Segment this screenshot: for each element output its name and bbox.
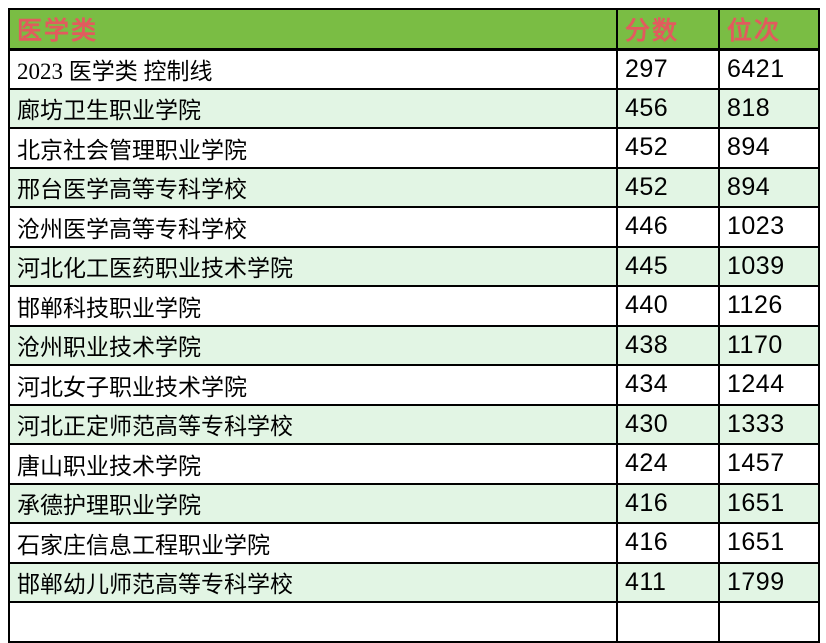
table-row: 邯郸科技职业学院 440 1126 [8,285,820,327]
rank-value [718,601,820,643]
score-value: 452 [616,127,720,169]
school-name: 廊坊卫生职业学院 [8,87,618,129]
score-value: 456 [616,87,720,129]
table-row: 廊坊卫生职业学院 456 818 [8,87,820,129]
rank-value: 1799 [718,561,820,603]
table-row: 唐山职业技术学院 424 1457 [8,443,820,485]
table-row: 河北女子职业技术学院 434 1244 [8,364,820,406]
school-name: 唐山职业技术学院 [8,443,618,485]
table-row: 河北化工医药职业技术学院 445 1039 [8,245,820,287]
header-score: 分数 [616,8,720,51]
rank-value: 1333 [718,403,820,445]
school-name: 沧州医学高等专科学校 [8,206,618,248]
score-value: 424 [616,443,720,485]
rank-value: 1023 [718,206,820,248]
score-value: 440 [616,285,720,327]
school-name: 沧州职业技术学院 [8,324,618,366]
score-value: 445 [616,245,720,287]
score-value: 446 [616,206,720,248]
rank-value: 1170 [718,324,820,366]
rank-value: 1039 [718,245,820,287]
table-row: 承德护理职业学院 416 1651 [8,482,820,524]
school-name: 河北化工医药职业技术学院 [8,245,618,287]
table-row: 2023 医学类 控制线 297 6421 [8,48,820,90]
table-row: 沧州医学高等专科学校 446 1023 [8,206,820,248]
score-value [616,601,720,643]
score-value: 297 [616,48,720,90]
score-value: 434 [616,364,720,406]
table-row: 邢台医学高等专科学校 452 894 [8,166,820,208]
rank-value: 1457 [718,443,820,485]
school-name: 石家庄信息工程职业学院 [8,522,618,564]
header-rank: 位次 [718,8,820,51]
school-name: 2023 医学类 控制线 [8,48,618,90]
header-category: 医学类 [8,8,618,51]
school-name: 河北女子职业技术学院 [8,364,618,406]
medical-scores-table: 医学类 分数 位次 2023 医学类 控制线 297 6421 廊坊卫生职业学院… [8,8,820,643]
rank-value: 1244 [718,364,820,406]
scores-table-container: 医学类 分数 位次 2023 医学类 控制线 297 6421 廊坊卫生职业学院… [8,8,820,643]
table-row: 邯郸幼儿师范高等专科学校 411 1799 [8,561,820,603]
school-name: 北京社会管理职业学院 [8,127,618,169]
table-row: 沧州职业技术学院 438 1170 [8,324,820,366]
rank-value: 894 [718,127,820,169]
school-name: 邯郸幼儿师范高等专科学校 [8,561,618,603]
score-value: 438 [616,324,720,366]
table-row: 石家庄信息工程职业学院 416 1651 [8,522,820,564]
rank-value: 818 [718,87,820,129]
score-value: 411 [616,561,720,603]
rank-value: 1126 [718,285,820,327]
school-name: 承德护理职业学院 [8,482,618,524]
rank-value: 1651 [718,522,820,564]
school-name: 邯郸科技职业学院 [8,285,618,327]
table-row-partial [8,601,820,643]
header-row: 医学类 分数 位次 [8,8,820,51]
school-name [8,601,618,643]
school-name: 邢台医学高等专科学校 [8,166,618,208]
score-value: 416 [616,482,720,524]
rank-value: 6421 [718,48,820,90]
school-name: 河北正定师范高等专科学校 [8,403,618,445]
rank-value: 894 [718,166,820,208]
rank-value: 1651 [718,482,820,524]
score-value: 452 [616,166,720,208]
table-row: 北京社会管理职业学院 452 894 [8,127,820,169]
score-value: 430 [616,403,720,445]
table-row: 河北正定师范高等专科学校 430 1333 [8,403,820,445]
score-value: 416 [616,522,720,564]
